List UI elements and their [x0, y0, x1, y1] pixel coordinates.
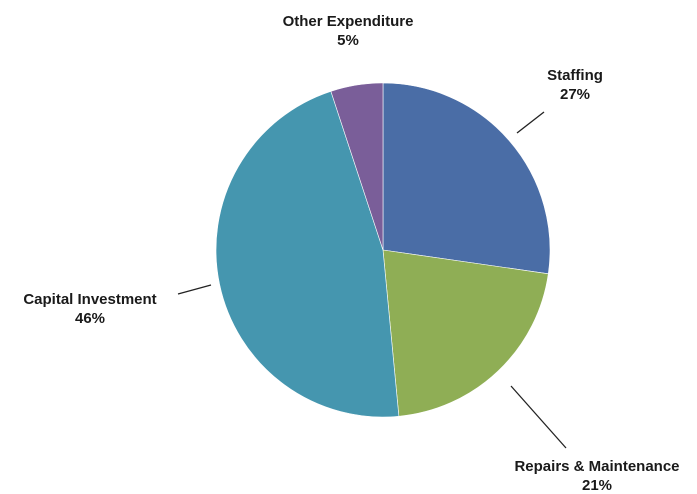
pie-slice-other-expenditure: [330, 82, 384, 251]
leader-line-capital-investment: [177, 284, 212, 295]
pie-slice-staffing: [382, 82, 551, 275]
pie-slices: [215, 82, 551, 418]
pie-slice-capital-investment: [215, 90, 400, 418]
leader-lines: [177, 111, 567, 449]
slice-label-staffing-value: 27%: [560, 86, 590, 103]
slice-label-repairs-maintenance-name: Repairs & Maintenance: [514, 458, 679, 475]
slice-label-staffing-name: Staffing: [547, 67, 603, 84]
slice-label-other-expenditure-value: 5%: [337, 32, 359, 49]
slice-label-capital-investment-name: Capital Investment: [23, 291, 156, 308]
pie-slice-repairs-maintenance: [382, 249, 549, 417]
leader-line-staffing: [516, 111, 545, 134]
slice-labels: Staffing 27% Repairs & Maintenance 21% C…: [23, 13, 679, 494]
leader-line-repairs-maintenance: [510, 385, 567, 449]
slice-label-capital-investment-value: 46%: [75, 310, 105, 327]
slice-label-repairs-maintenance-value: 21%: [582, 477, 612, 494]
slice-label-other-expenditure-name: Other Expenditure: [283, 13, 414, 30]
